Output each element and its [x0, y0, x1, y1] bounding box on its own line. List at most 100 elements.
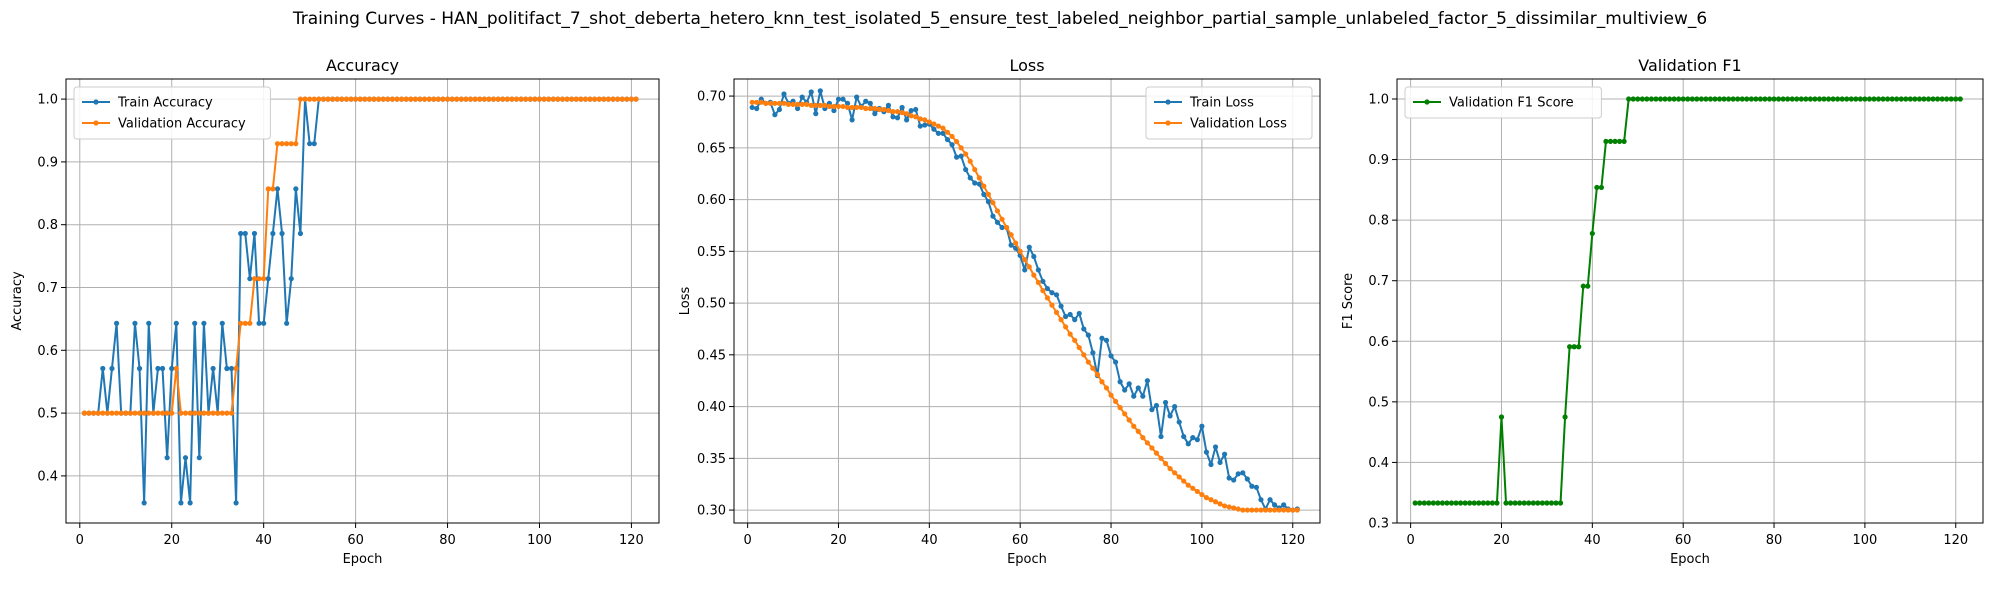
data-point [1103, 337, 1110, 343]
data-point [288, 276, 294, 282]
legend-frame [73, 86, 271, 140]
data-point [1172, 403, 1178, 410]
data-point [1635, 96, 1641, 102]
data-point [334, 96, 340, 102]
legend-swatch-marker [93, 99, 99, 105]
data-point [1503, 500, 1509, 506]
data-point [1507, 500, 1514, 506]
data-point [458, 96, 464, 102]
data-point [1585, 283, 1591, 289]
data-point [1548, 500, 1555, 506]
data-point [1598, 184, 1605, 191]
legend-label: Validation F1 Score [1449, 96, 1574, 111]
data-point [1807, 96, 1813, 102]
data-point [1689, 96, 1695, 102]
data-point [844, 100, 851, 106]
x-axis-label: Epoch [1007, 552, 1047, 567]
data-point [1212, 499, 1219, 505]
data-point [949, 133, 955, 140]
legend: Train Loss Validation Loss [1145, 86, 1313, 140]
data-point [1167, 466, 1173, 472]
data-point [495, 96, 501, 102]
data-point [555, 96, 561, 102]
data-point [320, 96, 327, 102]
data-point [835, 103, 842, 110]
data-point [972, 180, 978, 186]
data-point [1231, 505, 1237, 511]
data-point [922, 117, 928, 123]
data-point [1889, 96, 1895, 102]
data-point [109, 365, 115, 372]
data-point [849, 117, 855, 123]
data-point [781, 91, 787, 97]
data-point [311, 96, 317, 102]
data-point [1067, 311, 1073, 318]
x-tick-label: 0 [1406, 533, 1414, 548]
data-point [1076, 310, 1082, 317]
data-point [926, 119, 932, 125]
data-point [1726, 96, 1732, 102]
y-axis-label: F1 Score [1341, 273, 1356, 329]
data-point [985, 191, 991, 197]
data-point [1067, 331, 1073, 337]
data-point [1458, 500, 1464, 506]
data-point [228, 365, 235, 372]
data-point [141, 410, 147, 416]
data-point [1448, 500, 1455, 506]
data-point [1512, 500, 1518, 506]
data-point [238, 230, 244, 237]
data-point [1517, 500, 1523, 506]
data-point [899, 104, 905, 111]
data-point [1203, 495, 1210, 501]
data-point [136, 365, 143, 372]
data-point [1122, 411, 1128, 417]
legend-label: Train Accuracy [117, 96, 213, 111]
data-point [1117, 379, 1123, 385]
data-point [1099, 335, 1105, 341]
data-point [546, 96, 552, 102]
data-point [1421, 500, 1427, 506]
x-tick-label: 20 [830, 533, 847, 548]
data-point [146, 320, 152, 326]
data-point [917, 116, 923, 122]
data-point [1076, 344, 1082, 351]
data-point [1190, 485, 1196, 491]
data-point [1571, 344, 1577, 350]
data-point [1857, 96, 1863, 102]
data-point [394, 96, 400, 102]
data-point [118, 410, 124, 416]
y-tick-label: 0.4 [1368, 456, 1389, 471]
data-point [1480, 500, 1486, 506]
data-point [826, 103, 833, 110]
legend-swatch-marker [1165, 99, 1171, 105]
data-point [854, 94, 860, 100]
data-point [375, 96, 382, 102]
data-point [1085, 359, 1091, 365]
data-point [1789, 96, 1795, 102]
data-point [1676, 96, 1682, 102]
data-point [1008, 232, 1014, 238]
data-point [173, 365, 179, 372]
data-point [104, 410, 110, 416]
data-point [86, 410, 92, 416]
y-tick-label: 0.7 [1368, 274, 1389, 289]
data-point [1794, 96, 1800, 102]
data-point [1044, 285, 1051, 292]
data-point [1766, 96, 1773, 102]
data-point [1925, 96, 1932, 102]
data-point [944, 129, 951, 135]
chart-title: Loss [1009, 56, 1044, 75]
data-point [1694, 96, 1700, 102]
data-point [343, 96, 350, 102]
y-tick-label: 0.65 [697, 141, 726, 156]
data-point [1126, 417, 1132, 423]
data-point [1535, 500, 1541, 506]
data-point [1739, 96, 1745, 102]
data-point [550, 96, 556, 102]
data-point [316, 96, 322, 102]
data-point [1222, 503, 1228, 509]
data-point [1730, 96, 1736, 102]
data-point [1412, 500, 1418, 506]
data-point [1576, 344, 1582, 350]
data-point [1612, 138, 1618, 144]
